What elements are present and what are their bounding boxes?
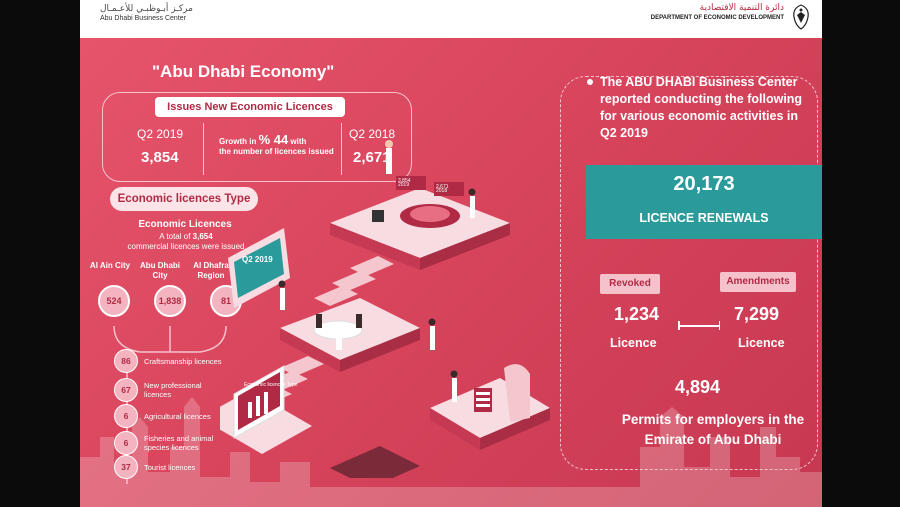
map-platform: Q2 2019	[228, 228, 290, 310]
licence-type-heading: Economic licences Type	[110, 187, 258, 211]
list-item: 37 Tourist licences	[114, 455, 224, 479]
desc-suffix: commercial licences were issued	[127, 242, 245, 251]
abu-dhabi-business-center-logo: مركـز أبـوظبـي للأعـمـال Abu Dhabi Busin…	[100, 4, 193, 22]
isometric-illustration: 2019 3,854 2018 2,671	[220, 140, 550, 478]
growth-suffix: with	[288, 137, 307, 146]
list-item-label: New professional licences	[144, 381, 202, 399]
amendments-value: 7,299	[734, 304, 780, 324]
growth-line2: the number of licences issued	[219, 147, 334, 156]
amendments-tag: Amendments	[720, 272, 796, 292]
issues-card: Issues New Economic Licences Q2 2019 3,8…	[102, 92, 412, 182]
list-item-count: 6	[114, 404, 138, 428]
left-logo-english: Abu Dhabi Business Center	[100, 15, 186, 22]
region-al-dhafra: Al Dhafra Region	[193, 261, 229, 280]
laptop: Economic licences Type	[220, 365, 420, 478]
list-item-label: Agricultural licences	[144, 411, 211, 421]
list-item-label: Fisheries and animal species licences	[144, 434, 214, 452]
list-item-label: Tourist licences	[144, 462, 196, 472]
report-frame	[560, 76, 818, 470]
report-intro: The ABU DHABI Business Center reported c…	[587, 74, 814, 142]
chart-2018-value: 2,671	[436, 184, 449, 190]
right-logo-arabic: دائرة التنمية الاقتصادية	[699, 3, 784, 13]
falcon-emblem-icon	[793, 4, 809, 30]
chart-2018-year: 2018	[436, 188, 447, 194]
amendments-unit: Licence	[738, 336, 785, 350]
list-item: 6 Agricultural licences	[114, 404, 224, 428]
header-bar: مركـز أبـوظبـي للأعـمـال Abu Dhabi Busin…	[80, 0, 822, 36]
permits-text: Permits for employers in the Emirate of …	[621, 412, 805, 447]
revoked-unit: Licence	[610, 336, 657, 350]
server-platform	[428, 318, 550, 450]
growth-text: Growth in % 44 with the number of licenc…	[219, 132, 339, 157]
desc-total: 3,654	[192, 232, 213, 241]
revoked-value: 1,234	[614, 304, 660, 324]
right-logo-english: DEPARTMENT OF ECONOMIC DEVELOPMENT	[650, 15, 784, 21]
region-abu-dhabi: Abu Dhabi City	[140, 261, 180, 280]
q2-2018-value: 2,671	[353, 149, 391, 166]
chart-2019-year: 2019	[398, 182, 409, 188]
skyline-background	[80, 397, 822, 507]
main-panel: "Abu Dhabi Economy" Issues New Economic …	[80, 38, 822, 507]
permits-value: 4,894	[675, 377, 721, 397]
q2-2019-label: Q2 2019	[137, 127, 184, 141]
q2-2019-value: 3,854	[141, 149, 179, 166]
infographic: مركـز أبـوظبـي للأعـمـال Abu Dhabi Busin…	[80, 0, 822, 507]
list-item: 86 Craftsmanship licences	[114, 349, 224, 373]
renewals-value: 20,173	[673, 173, 735, 195]
revoked-amend-link	[678, 322, 720, 329]
region-al-ain-value: 524	[98, 285, 130, 317]
economic-licences-subheading: Economic Licences	[138, 219, 232, 230]
desc-prefix: A total of	[159, 232, 193, 241]
list-item: 6 Fisheries and animal species licences	[114, 431, 224, 455]
page-title: "Abu Dhabi Economy"	[152, 62, 335, 81]
list-item-count: 67	[114, 378, 138, 402]
divider	[341, 123, 342, 175]
economic-licences-desc: A total of 3,654 commercial licences wer…	[116, 232, 256, 252]
list-item-label: Craftsmanship licences	[144, 356, 222, 366]
divider	[203, 123, 204, 175]
list-item-count: 37	[114, 455, 138, 479]
laptop-screen-label: Economic licences Type	[244, 382, 298, 388]
bullet-icon	[587, 79, 593, 85]
region-al-ain: Al Ain City	[89, 261, 131, 270]
renewals-label: LICENCE RENEWALS	[639, 211, 769, 225]
map-label: Q2 2019	[242, 255, 273, 264]
growth-prefix: Growth in	[219, 137, 259, 146]
top-platform: 2019 3,854 2018 2,671	[330, 140, 510, 270]
left-logo-arabic: مركـز أبـوظبـي للأعـمـال	[100, 4, 193, 14]
region-abu-dhabi-value: 1,838	[154, 285, 186, 317]
growth-percent: % 44	[258, 132, 289, 147]
issues-heading: Issues New Economic Licences	[155, 97, 345, 117]
revoked-tag: Revoked	[600, 274, 660, 294]
report-intro-text: The ABU DHABI Business Center reported c…	[600, 75, 803, 140]
ded-logo: دائرة التنمية الاقتصادية DEPARTMENT OF E…	[651, 3, 812, 31]
meeting-platform	[280, 298, 420, 372]
list-item-count: 6	[114, 431, 138, 455]
chart-2019-value: 3,854	[398, 178, 411, 184]
q2-2018-label: Q2 2018	[349, 127, 396, 141]
list-item: 67 New professional licences	[114, 378, 224, 402]
list-item-count: 86	[114, 349, 138, 373]
renewals-banner: 20,173 LICENCE RENEWALS	[586, 165, 822, 239]
region-connector	[113, 325, 227, 353]
